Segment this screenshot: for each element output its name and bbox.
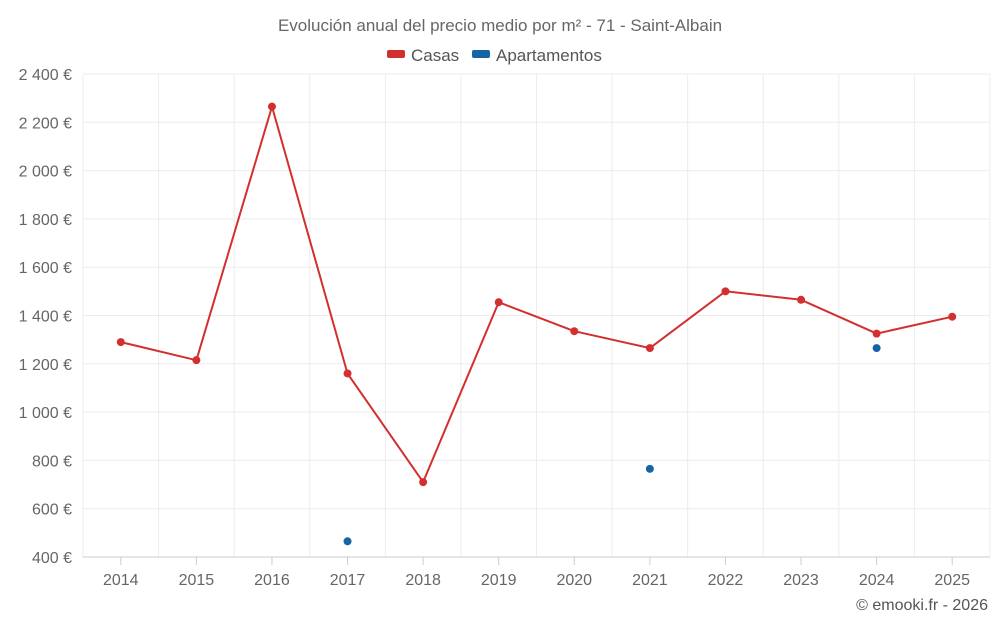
y-tick-label: 1 000 € [19,405,72,422]
series [116,102,957,546]
legend-label-apartamentos: Apartamentos [496,46,602,65]
x-axis: 2014 2015 2016 2017 2018 2019 2020 2021 2022 2023… [83,556,990,589]
data-point-casas[interactable] [797,295,806,304]
y-tick-label: 600 € [32,502,72,519]
legend-item-apartamentos[interactable]: Apartamentos [472,46,602,65]
x-tick-label: 2015 [179,572,215,589]
data-point-casas[interactable] [192,356,201,365]
legend: Casas Apartamentos [387,46,602,65]
x-tick-label: 2022 [708,572,744,589]
data-point-apartamentos[interactable] [343,537,352,546]
x-tick-label: 2025 [934,572,970,589]
y-tick-label: 2 200 € [19,115,72,132]
x-tick-label: 2021 [632,572,668,589]
x-tick-label: 2016 [254,572,290,589]
x-tick-label: 2017 [330,572,366,589]
data-point-apartamentos[interactable] [872,344,881,353]
chart-title: Evolución anual del precio medio por m² … [278,16,722,35]
data-point-casas[interactable] [645,344,654,353]
data-point-casas[interactable] [494,298,503,307]
y-tick-label: 1 600 € [19,260,72,277]
data-point-casas[interactable] [872,329,881,338]
y-tick-label: 2 000 € [19,164,72,181]
series-line-casas [120,105,953,484]
grid [82,73,991,558]
data-point-apartamentos[interactable] [645,464,654,473]
data-point-casas[interactable] [267,102,276,111]
x-tick-label: 2023 [783,572,819,589]
y-tick-label: 1 800 € [19,212,72,229]
y-tick-label: 1 400 € [19,309,72,326]
data-point-casas[interactable] [570,327,579,336]
legend-item-casas[interactable]: Casas [387,46,459,65]
y-tick-label: 1 200 € [19,357,72,374]
x-tick-label: 2024 [859,572,895,589]
y-tick-label: 2 400 € [19,67,72,84]
credit-text: © emooki.fr - 2026 [856,597,988,614]
legend-swatch-apartamentos [472,50,490,58]
data-point-casas[interactable] [721,287,730,296]
series-casas [116,102,957,487]
x-tick-label: 2018 [405,572,441,589]
data-point-casas[interactable] [948,312,957,321]
data-point-casas[interactable] [419,478,428,487]
y-tick-label: 400 € [32,550,72,567]
y-axis: 400 € 600 € 800 € 1 000 € 1 200 € 1 400 € 1 60… [19,67,72,567]
x-tick-label: 2014 [103,572,139,589]
x-tick-label: 2020 [556,572,592,589]
legend-swatch-casas [387,50,405,58]
data-point-casas[interactable] [116,338,125,347]
data-point-casas[interactable] [343,369,352,378]
series-apartamentos [343,344,881,546]
x-tick-label: 2019 [481,572,517,589]
y-tick-label: 800 € [32,453,72,470]
legend-label-casas: Casas [411,46,459,65]
